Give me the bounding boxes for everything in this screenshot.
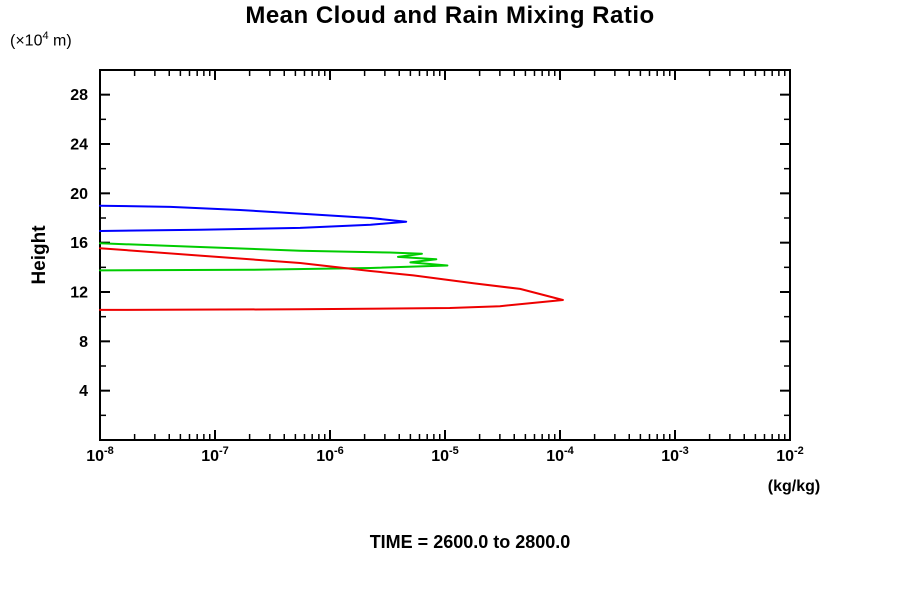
y-axis-unit-label: (×104 m) [10,30,72,50]
x-tick-label: 10-4 [546,445,574,465]
time-range-caption: TIME = 2600.0 to 2800.0 [369,532,571,552]
y-tick-label: 8 [79,334,88,351]
curve-blue [99,204,408,232]
x-tick-label: 10-3 [661,445,689,465]
x-tick-label: 10-2 [776,445,804,465]
y-axis-unit-exponent: 4 [42,30,49,42]
x-tick-label: 10-5 [431,445,459,465]
x-axis-unit-label: (kg/kg) [767,478,821,495]
y-tick-label: 4 [79,383,88,400]
x-tick-label: 10-7 [201,445,229,465]
y-tick-label: 12 [70,285,88,302]
y-tick-label: 20 [70,186,88,203]
chart-title: Mean Cloud and Rain Mixing Ratio [245,2,655,29]
y-tick-label: 16 [70,235,88,252]
y-axis-unit-prefix: (×10 [10,32,43,50]
x-tick-label: 10-6 [316,445,344,465]
x-tick-label: 10-8 [86,445,114,465]
y-axis-unit-suffix: m) [48,32,72,50]
curve-green [99,242,449,272]
y-tick-label: 28 [70,87,88,104]
y-tick-label: 24 [70,137,88,154]
curve-red [99,247,564,311]
